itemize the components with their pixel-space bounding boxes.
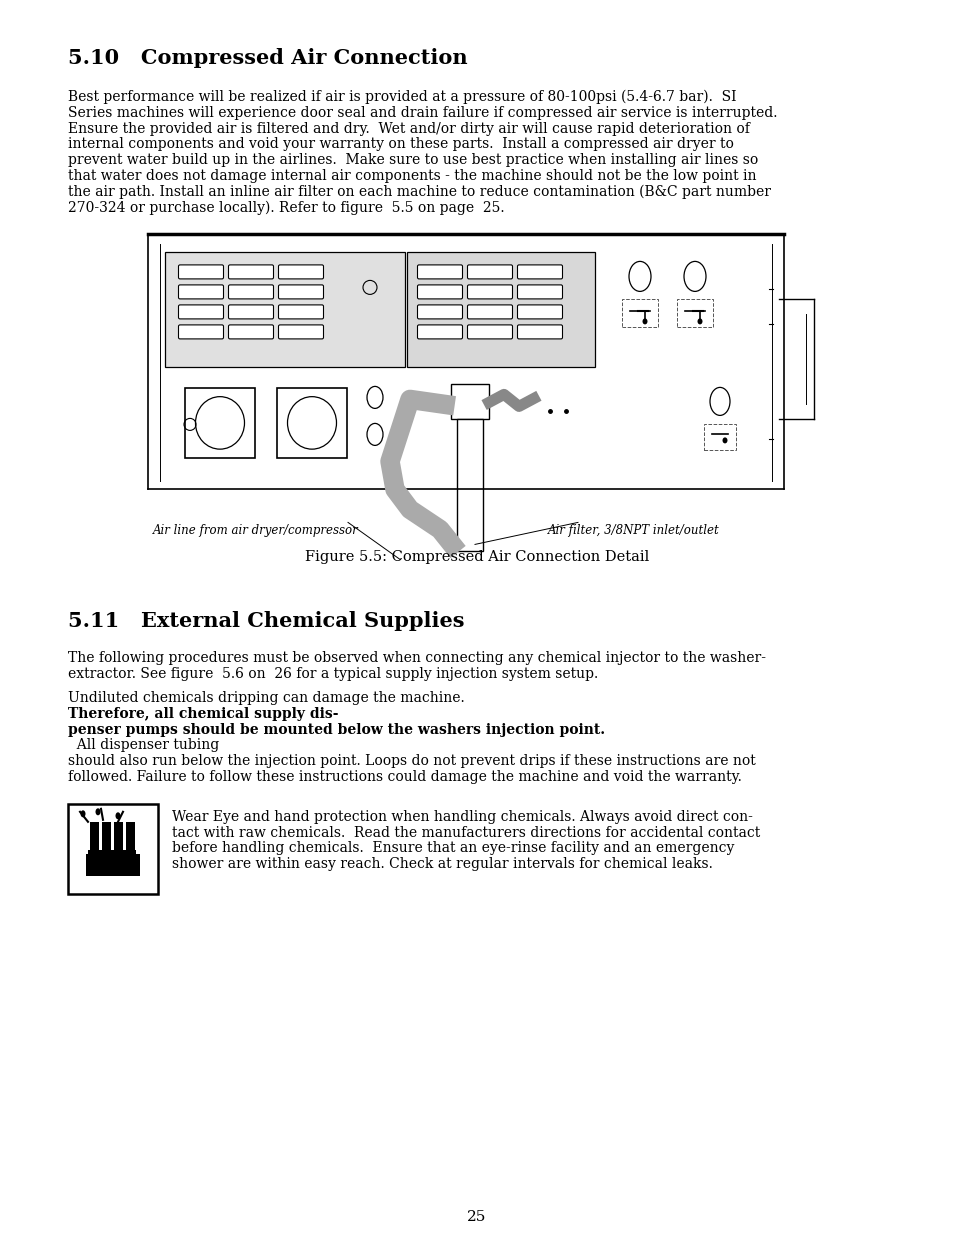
FancyBboxPatch shape — [229, 264, 274, 279]
FancyBboxPatch shape — [517, 305, 562, 319]
Bar — [68, 804, 158, 894]
Bar — [161, 246, 770, 480]
FancyBboxPatch shape — [278, 264, 323, 279]
Text: tact with raw chemicals.  Read the manufacturers directions for accidental conta: tact with raw chemicals. Read the manufa… — [172, 826, 760, 840]
Text: All dispenser tubing: All dispenser tubing — [68, 739, 219, 752]
Bar — [165, 252, 405, 367]
Text: Ensure the provided air is filtered and dry.  Wet and/or dirty air will cause ra: Ensure the provided air is filtered and … — [68, 121, 749, 136]
FancyBboxPatch shape — [517, 264, 562, 279]
FancyBboxPatch shape — [178, 264, 223, 279]
FancyBboxPatch shape — [467, 305, 512, 319]
Bar — [185, 388, 254, 458]
FancyBboxPatch shape — [278, 285, 323, 299]
Text: Air line from air dryer/compressor: Air line from air dryer/compressor — [152, 525, 358, 537]
Bar — [703, 425, 735, 451]
Text: 5.10   Compressed Air Connection: 5.10 Compressed Air Connection — [68, 48, 467, 68]
Text: Figure 5.5: Compressed Air Connection Detail: Figure 5.5: Compressed Air Connection De… — [305, 551, 648, 564]
Text: followed. Failure to follow these instructions could damage the machine and void: followed. Failure to follow these instru… — [68, 769, 741, 784]
Text: 25: 25 — [467, 1210, 486, 1224]
Bar — [102, 821, 111, 850]
Bar — [456, 420, 482, 551]
Text: the air path. Install an inline air filter on each machine to reduce contaminati: the air path. Install an inline air filt… — [68, 185, 770, 199]
FancyBboxPatch shape — [467, 264, 512, 279]
Ellipse shape — [95, 808, 100, 815]
FancyBboxPatch shape — [467, 325, 512, 338]
Text: 5.11   External Chemical Supplies: 5.11 External Chemical Supplies — [68, 611, 464, 631]
Bar — [451, 384, 489, 420]
Bar — [276, 388, 347, 458]
FancyBboxPatch shape — [178, 285, 223, 299]
Bar — [113, 821, 123, 850]
FancyBboxPatch shape — [278, 325, 323, 338]
FancyBboxPatch shape — [229, 325, 274, 338]
Text: should also run below the injection point. Loops do not prevent drips if these i: should also run below the injection poin… — [68, 755, 755, 768]
Bar — [126, 821, 135, 850]
FancyBboxPatch shape — [417, 264, 462, 279]
Bar — [407, 252, 595, 367]
Text: before handling chemicals.  Ensure that an eye-rinse facility and an emergency: before handling chemicals. Ensure that a… — [172, 841, 734, 856]
Text: extractor. See figure  5.6 on  26 for a typical supply injection system setup.: extractor. See figure 5.6 on 26 for a ty… — [68, 667, 598, 682]
Ellipse shape — [641, 319, 647, 325]
Text: Series machines will experience door seal and drain failure if compressed air se: Series machines will experience door sea… — [68, 106, 777, 120]
Text: penser pumps should be mounted below the washers injection point.: penser pumps should be mounted below the… — [68, 722, 604, 736]
Text: that water does not damage internal air components - the machine should not be t: that water does not damage internal air … — [68, 169, 756, 183]
FancyBboxPatch shape — [229, 285, 274, 299]
Text: shower are within easy reach. Check at regular intervals for chemical leaks.: shower are within easy reach. Check at r… — [172, 857, 712, 871]
FancyBboxPatch shape — [178, 325, 223, 338]
Text: Therefore, all chemical supply dis-: Therefore, all chemical supply dis- — [68, 706, 338, 721]
Text: Best performance will be realized if air is provided at a pressure of 80-100psi : Best performance will be realized if air… — [68, 90, 736, 105]
Text: Air filter, 3/8NPT inlet/outlet: Air filter, 3/8NPT inlet/outlet — [547, 525, 719, 537]
Text: 270-324 or purchase locally). Refer to figure  5.5 on page  25.: 270-324 or purchase locally). Refer to f… — [68, 200, 504, 215]
Ellipse shape — [721, 437, 727, 443]
Bar — [86, 853, 140, 876]
Text: internal components and void your warranty on these parts.  Install a compressed: internal components and void your warran… — [68, 137, 733, 152]
Ellipse shape — [115, 813, 120, 819]
FancyBboxPatch shape — [417, 285, 462, 299]
Text: Wear Eye and hand protection when handling chemicals. Always avoid direct con-: Wear Eye and hand protection when handli… — [172, 810, 752, 824]
Bar — [621, 299, 658, 327]
FancyBboxPatch shape — [229, 305, 274, 319]
Ellipse shape — [80, 810, 86, 818]
FancyBboxPatch shape — [417, 325, 462, 338]
FancyBboxPatch shape — [178, 305, 223, 319]
Bar — [88, 850, 136, 872]
Text: Undiluted chemicals dripping can damage the machine.: Undiluted chemicals dripping can damage … — [68, 692, 473, 705]
Bar — [677, 299, 712, 327]
Text: prevent water build up in the airlines.  Make sure to use best practice when ins: prevent water build up in the airlines. … — [68, 153, 758, 167]
FancyBboxPatch shape — [517, 285, 562, 299]
FancyBboxPatch shape — [278, 305, 323, 319]
Bar — [90, 821, 99, 850]
FancyBboxPatch shape — [517, 325, 562, 338]
FancyBboxPatch shape — [467, 285, 512, 299]
Text: The following procedures must be observed when connecting any chemical injector : The following procedures must be observe… — [68, 651, 765, 666]
FancyBboxPatch shape — [417, 305, 462, 319]
Ellipse shape — [697, 319, 701, 325]
